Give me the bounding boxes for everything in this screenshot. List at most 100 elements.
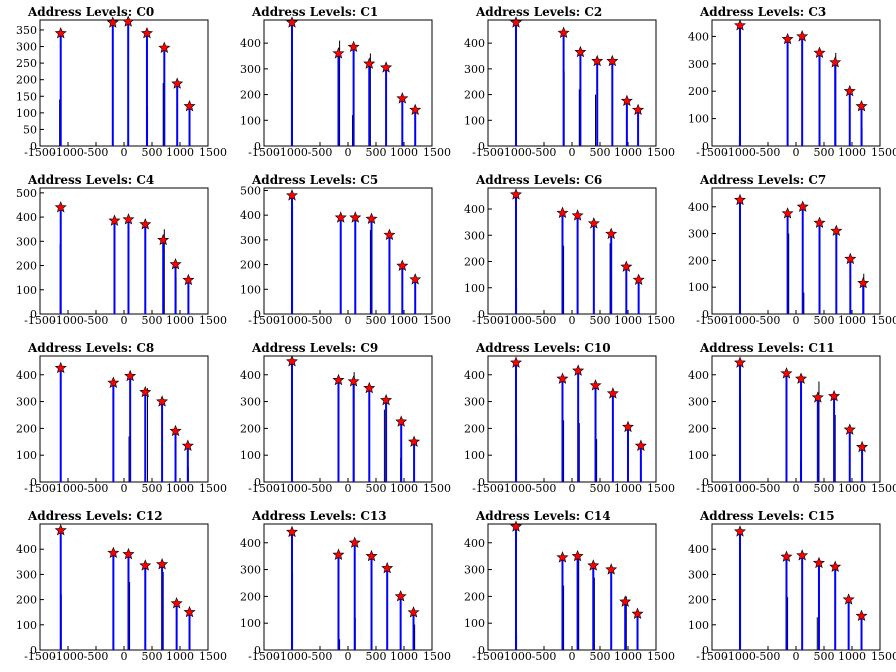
peak-star-marker <box>408 435 421 447</box>
peak-star-marker <box>734 19 746 31</box>
y-tick-label: 200 <box>688 254 709 267</box>
peak-star-marker <box>813 216 826 228</box>
peak-star-marker <box>571 209 584 221</box>
x-tick-label: -1000 <box>724 482 756 495</box>
x-tick-label: -1000 <box>276 650 308 663</box>
peak-star-marker <box>632 273 645 285</box>
peak-star-marker <box>347 40 360 53</box>
y-tick-label: 50 <box>23 123 37 136</box>
plot-frame <box>39 19 209 147</box>
x-tick-label: 500 <box>590 650 611 663</box>
y-tick-label: 400 <box>688 543 709 556</box>
peak-star-marker <box>332 548 345 560</box>
peak-star-marker <box>332 47 345 59</box>
x-tick-label: 1000 <box>390 482 418 495</box>
x-tick-label: 1000 <box>390 650 418 663</box>
plot-frame <box>711 19 881 147</box>
peak-star-marker <box>365 212 378 224</box>
y-tick-label: 100 <box>464 114 485 127</box>
y-tick-label: 300 <box>688 568 709 581</box>
peak-star-marker <box>828 389 841 402</box>
x-tick-label: 0 <box>569 314 576 327</box>
y-tick-label: 200 <box>16 260 37 273</box>
x-tick-label: -500 <box>532 650 557 663</box>
peak-star-marker <box>54 361 67 374</box>
peak-star-marker <box>795 372 808 384</box>
y-tick-label: 200 <box>240 89 261 102</box>
panel-title: Address Levels: C1 <box>251 5 378 19</box>
panel-title: Address Levels: C2 <box>475 5 602 19</box>
y-tick-label: 300 <box>240 63 261 76</box>
peak-star-marker <box>813 46 826 58</box>
plot-frame <box>39 523 209 651</box>
peak-star-marker <box>855 99 868 112</box>
y-tick-label: 300 <box>16 568 37 581</box>
panel-title: Address Levels: C5 <box>251 173 378 187</box>
peak-star-marker <box>396 92 409 104</box>
peak-star-marker <box>183 605 196 618</box>
y-tick-label: 400 <box>16 369 37 382</box>
peak-star-marker <box>843 84 856 97</box>
peak-star-marker <box>171 77 184 89</box>
y-tick-label: 0 <box>254 476 261 489</box>
x-tick-label: -1500 <box>696 650 728 663</box>
peak-star-marker <box>830 224 843 236</box>
y-tick-label: 400 <box>240 369 261 382</box>
plot-frame <box>263 19 433 147</box>
x-tick-label: -500 <box>84 314 109 327</box>
peak-star-marker <box>857 276 870 289</box>
y-tick-label: 150 <box>16 90 37 103</box>
x-tick-label: 0 <box>121 146 128 159</box>
y-tick-label: 500 <box>240 184 261 197</box>
x-tick-label: -500 <box>308 146 333 159</box>
x-tick-label: -1500 <box>248 314 280 327</box>
peak-star-marker <box>605 563 618 575</box>
peak-star-marker <box>856 440 869 453</box>
x-tick-label: -1000 <box>724 146 756 159</box>
x-tick-label: -1500 <box>472 650 504 663</box>
y-tick-label: 100 <box>688 113 709 126</box>
y-tick-label: 200 <box>16 422 37 435</box>
x-tick-label: 0 <box>793 482 800 495</box>
peak-star-marker <box>182 273 195 286</box>
x-tick-label: -1500 <box>696 146 728 159</box>
y-tick-label: 300 <box>464 396 485 409</box>
x-tick-label: 1500 <box>199 314 227 327</box>
x-tick-label: 1000 <box>166 650 194 663</box>
y-tick-label: 100 <box>16 107 37 120</box>
x-tick-label: -1000 <box>52 314 84 327</box>
peak-star-marker <box>348 536 361 548</box>
x-tick-label: 500 <box>142 650 163 663</box>
plot-frame <box>39 187 209 315</box>
x-tick-label: -1500 <box>24 482 56 495</box>
plot-frame <box>263 355 433 483</box>
y-tick-label: 300 <box>688 396 709 409</box>
peak-star-marker <box>620 94 633 107</box>
x-tick-label: 1000 <box>614 482 642 495</box>
panel-title: Address Levels: C15 <box>699 509 835 523</box>
x-tick-label: -1000 <box>500 314 532 327</box>
peak-star-marker <box>811 391 824 403</box>
y-tick-label: 200 <box>240 259 261 272</box>
panel-8: Address Levels: C8 0 100 200 300 400 -1500-100… <box>16 341 227 495</box>
y-tick-label: 100 <box>688 619 709 632</box>
peak-star-marker <box>589 379 602 391</box>
x-tick-label: -1500 <box>24 314 56 327</box>
peak-star-marker <box>286 189 298 201</box>
peak-star-marker <box>796 200 809 212</box>
y-tick-label: 100 <box>16 449 37 462</box>
x-tick-label: 1500 <box>871 314 896 327</box>
x-tick-label: 0 <box>569 650 576 663</box>
y-tick-label: 0 <box>30 476 37 489</box>
x-tick-label: -1500 <box>472 482 504 495</box>
x-tick-label: 0 <box>345 482 352 495</box>
x-tick-label: -1000 <box>52 482 84 495</box>
peak-star-marker <box>829 560 842 572</box>
x-tick-label: -1500 <box>248 482 280 495</box>
x-tick-label: 1500 <box>647 482 675 495</box>
x-tick-label: 1500 <box>871 146 896 159</box>
peak-star-marker <box>587 559 600 571</box>
x-tick-label: -1500 <box>696 482 728 495</box>
x-tick-label: 1500 <box>647 314 675 327</box>
